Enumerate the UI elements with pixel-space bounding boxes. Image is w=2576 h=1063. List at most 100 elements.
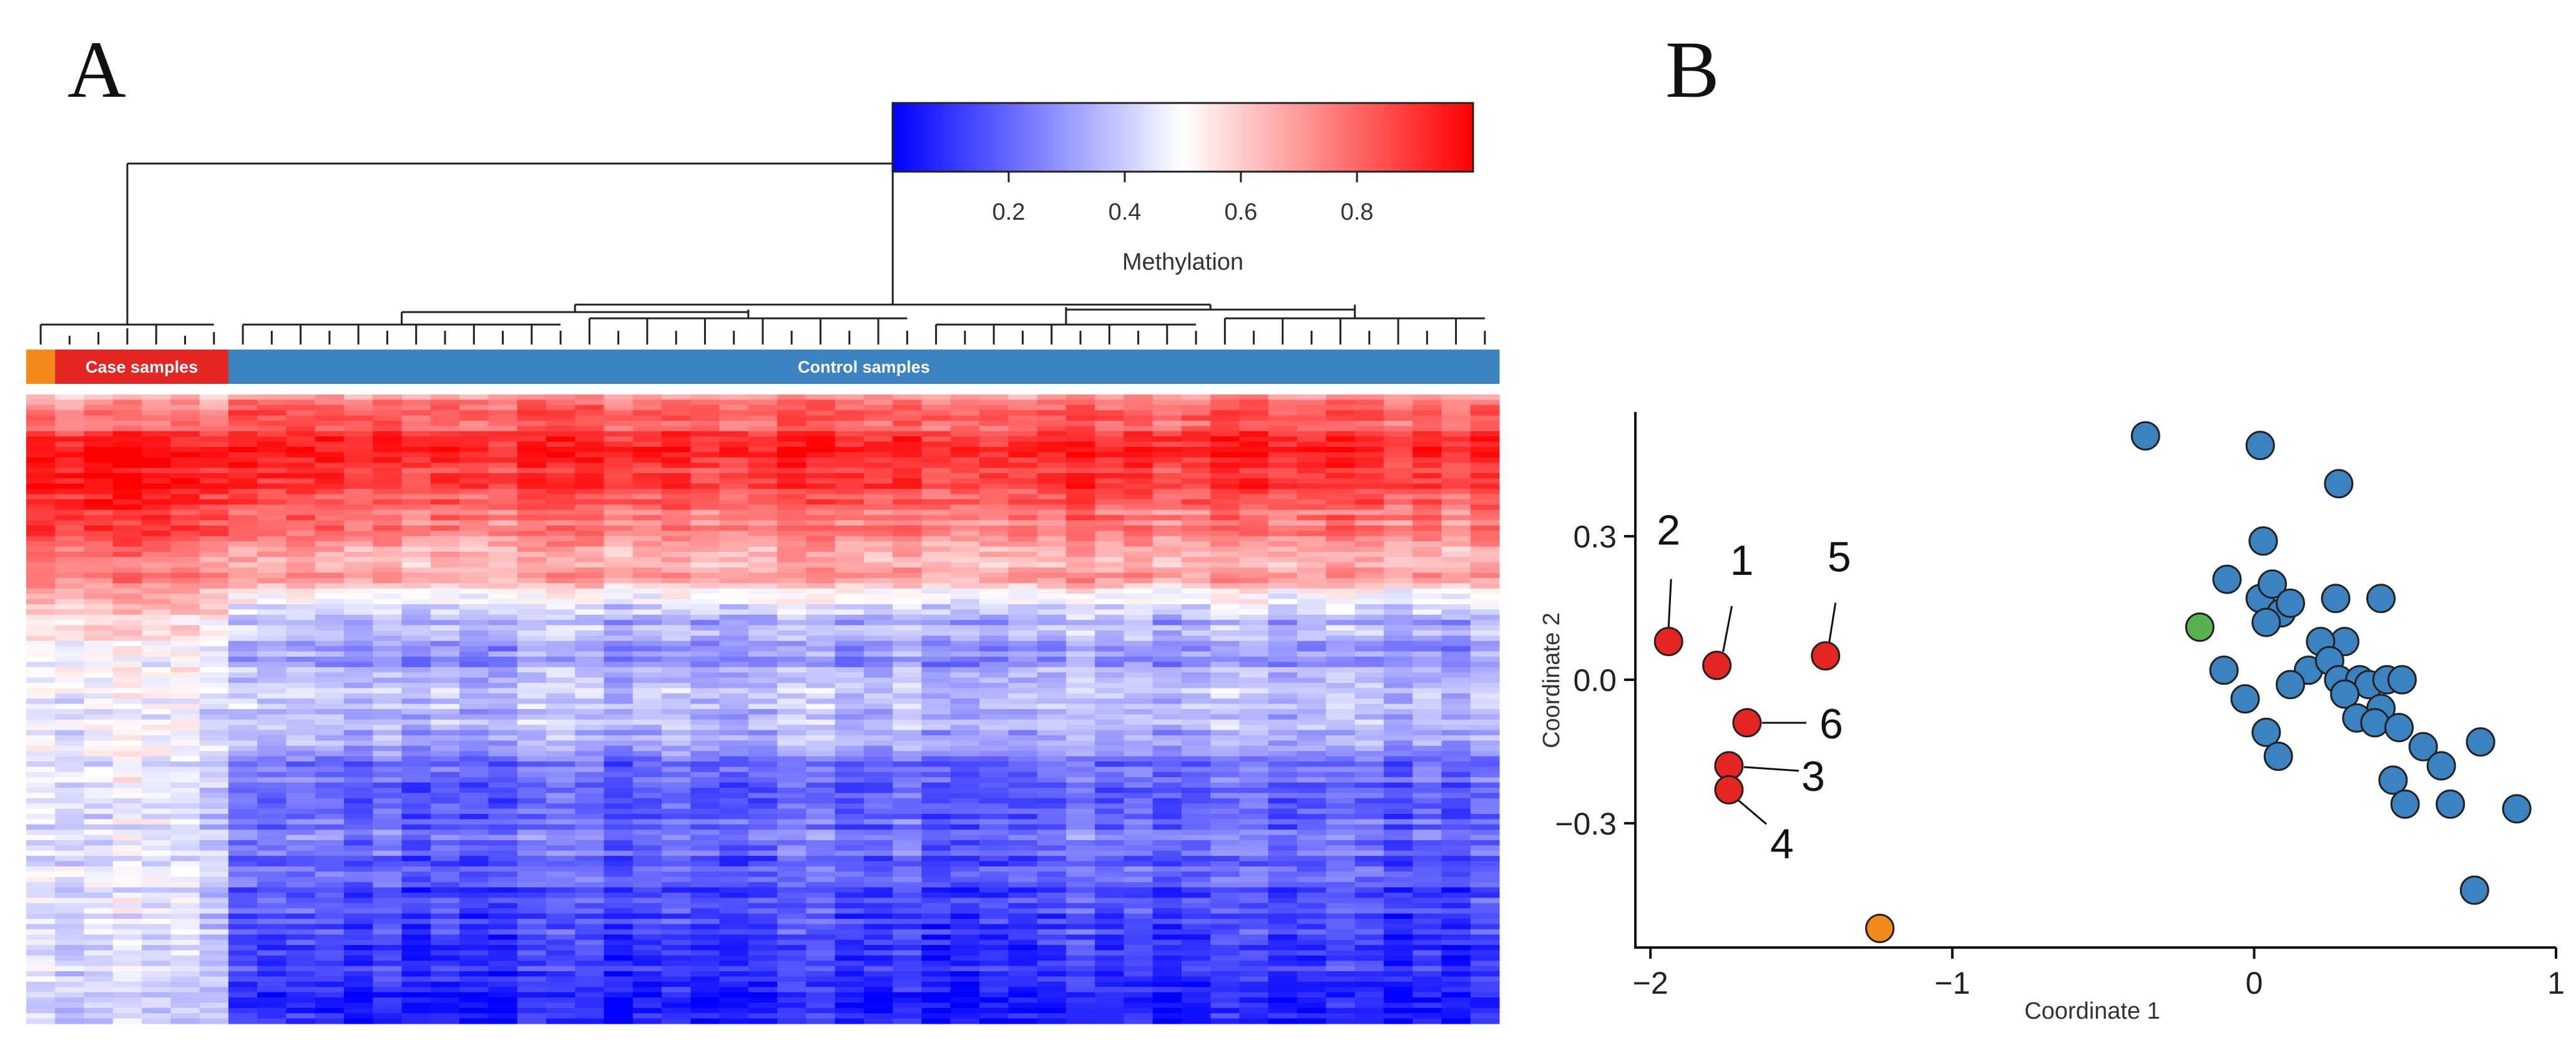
heatmap-cell: [604, 756, 634, 762]
heatmap-cell: [748, 657, 778, 662]
heatmap-cell: [1065, 541, 1095, 547]
heatmap-cell: [344, 588, 373, 594]
heatmap-cell: [459, 562, 489, 568]
color-scale-tick-label: 0.2: [992, 199, 1026, 225]
heatmap-cell: [517, 604, 547, 610]
heatmap-cell: [430, 394, 460, 400]
heatmap-cell: [142, 677, 171, 683]
heatmap-cell: [1326, 583, 1356, 589]
heatmap-cell: [1297, 415, 1326, 421]
heatmap-cell: [863, 609, 893, 615]
heatmap-cell: [777, 845, 807, 851]
heatmap-cell: [1181, 499, 1211, 505]
heatmap-cell: [1383, 640, 1413, 647]
heatmap-cell: [863, 404, 893, 411]
heatmap-cell: [1470, 693, 1500, 699]
heatmap-cell: [1297, 599, 1326, 605]
heatmap-cell: [199, 468, 229, 474]
heatmap-cell: [112, 588, 142, 594]
heatmap-cell: [1181, 515, 1211, 521]
heatmap-cell: [835, 536, 864, 542]
heatmap-cell: [488, 866, 518, 872]
heatmap-cell: [257, 840, 287, 846]
heatmap-cell: [835, 415, 864, 421]
heatmap-cell: [401, 441, 431, 448]
heatmap-cell: [286, 782, 316, 788]
heatmap-cell: [199, 457, 229, 463]
heatmap-cell: [1413, 583, 1442, 589]
heatmap-cell: [604, 546, 634, 552]
heatmap-cell: [1354, 562, 1384, 568]
heatmap-cell: [315, 735, 345, 741]
heatmap-cell: [632, 683, 662, 688]
heatmap-cell: [257, 677, 287, 683]
heatmap-cell: [286, 830, 316, 836]
heatmap-cell: [1268, 599, 1298, 605]
heatmap-cell: [401, 824, 431, 830]
heatmap-cell: [893, 583, 923, 589]
heatmap-cell: [921, 614, 951, 620]
heatmap-cell: [950, 531, 980, 537]
heatmap-cell: [921, 421, 951, 426]
heatmap-cell: [1152, 767, 1182, 773]
heatmap-cell: [315, 803, 345, 810]
heatmap-cell: [55, 646, 85, 652]
heatmap-cell: [777, 709, 807, 715]
heatmap-cell: [979, 604, 1009, 610]
heatmap-cell: [1297, 725, 1326, 731]
heatmap-cell: [777, 499, 807, 505]
heatmap-cell: [546, 452, 575, 458]
heatmap-cell: [748, 583, 778, 589]
heatmap-cell: [373, 651, 403, 657]
heatmap-cell: [1383, 714, 1413, 720]
heatmap-cell: [690, 431, 720, 437]
heatmap-cell: [1124, 567, 1153, 574]
heatmap-cell: [1413, 819, 1442, 825]
heatmap-cell: [575, 399, 605, 406]
heatmap-cell: [1354, 494, 1384, 500]
heatmap-cell: [488, 819, 518, 825]
heatmap-cell: [26, 876, 56, 883]
heatmap-cell: [979, 640, 1009, 647]
heatmap-cell: [55, 672, 85, 678]
heatmap-cell: [459, 509, 489, 516]
heatmap-cell: [430, 751, 460, 757]
heatmap-cell: [632, 572, 662, 579]
heatmap-cell: [1181, 635, 1211, 642]
heatmap-cell: [170, 394, 200, 400]
heatmap-cell: [863, 845, 893, 851]
heatmap-cell: [546, 468, 575, 474]
heatmap-cell: [1008, 850, 1038, 856]
heatmap-cell: [459, 489, 489, 495]
heatmap-cell: [1239, 662, 1269, 668]
heatmap-cell: [1354, 788, 1384, 793]
heatmap-cell: [430, 620, 460, 626]
heatmap-cell: [632, 526, 662, 531]
heatmap-cell: [777, 504, 807, 511]
heatmap-cell: [1326, 640, 1356, 647]
heatmap-cell: [112, 421, 142, 426]
heatmap-cell: [662, 845, 691, 851]
heatmap-cell: [1065, 698, 1095, 705]
heatmap-cell: [950, 410, 980, 416]
heatmap-cell: [950, 824, 980, 830]
heatmap-cell: [228, 672, 258, 678]
heatmap-cell: [575, 583, 605, 589]
heatmap-cell: [863, 740, 893, 747]
heatmap-cell: [1268, 735, 1298, 741]
heatmap-cell: [459, 861, 489, 867]
heatmap-cell: [950, 583, 980, 589]
heatmap-cell: [1354, 735, 1384, 741]
heatmap-cell: [575, 762, 605, 767]
heatmap-cell: [632, 698, 662, 705]
heatmap-cell: [632, 651, 662, 657]
heatmap-cell: [863, 830, 893, 836]
heatmap-cell: [690, 882, 720, 888]
heatmap-cell: [662, 541, 691, 547]
heatmap-cell: [748, 709, 778, 715]
heatmap-cell: [1268, 745, 1298, 752]
heatmap-cell: [1383, 421, 1413, 426]
heatmap-cell: [55, 468, 85, 474]
heatmap-cell: [488, 635, 518, 642]
heatmap-cell: [1441, 698, 1471, 705]
